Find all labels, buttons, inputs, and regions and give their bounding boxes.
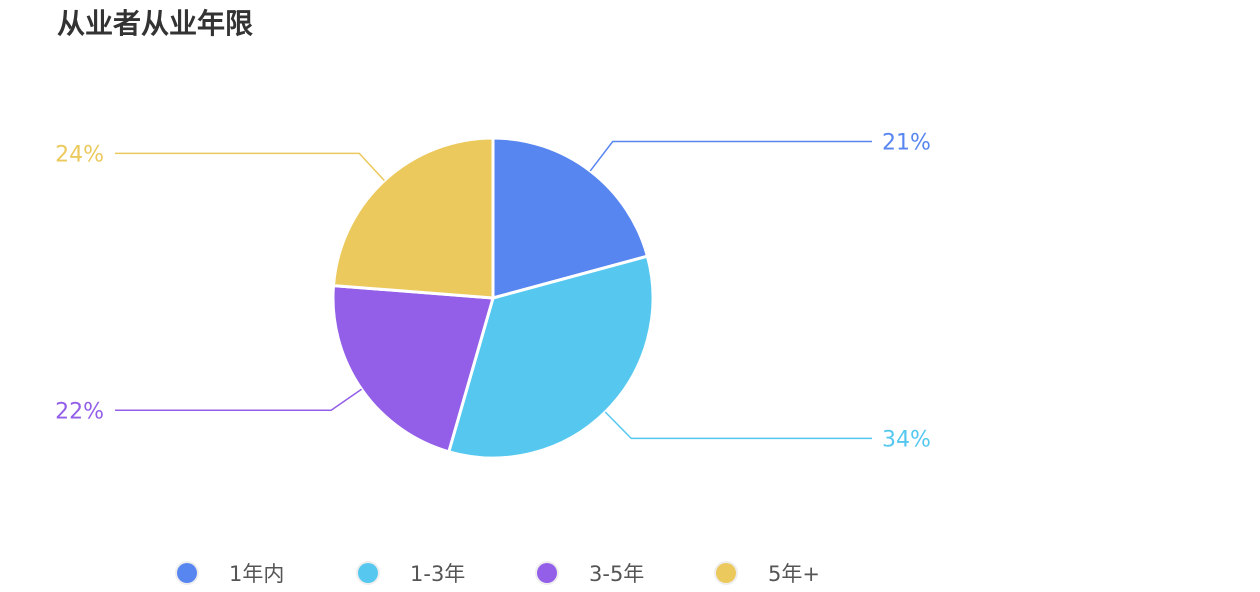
legend-marker [537,563,557,583]
data-label: 34% [882,427,931,452]
pie-slice [331,283,495,454]
leader-line [115,152,385,182]
pie-slice [491,136,650,300]
legend-label: 3-5年 [589,562,644,586]
leader-line [589,140,872,172]
data-label: 21% [882,131,931,156]
data-label: 24% [55,142,104,167]
legend-label: 1年内 [229,562,284,586]
legend-marker [358,563,378,583]
data-label: 22% [55,399,104,424]
leader-line [115,388,362,412]
chart-title: 从业者从业年限 [57,7,254,40]
legend-label: 5年+ [768,562,820,586]
legend-marker [177,563,197,583]
leader-line [604,411,872,440]
legend-label: 1-3年 [410,562,465,586]
pie-slice [446,254,655,460]
pie-slice [331,136,495,300]
legend-marker [716,563,736,583]
